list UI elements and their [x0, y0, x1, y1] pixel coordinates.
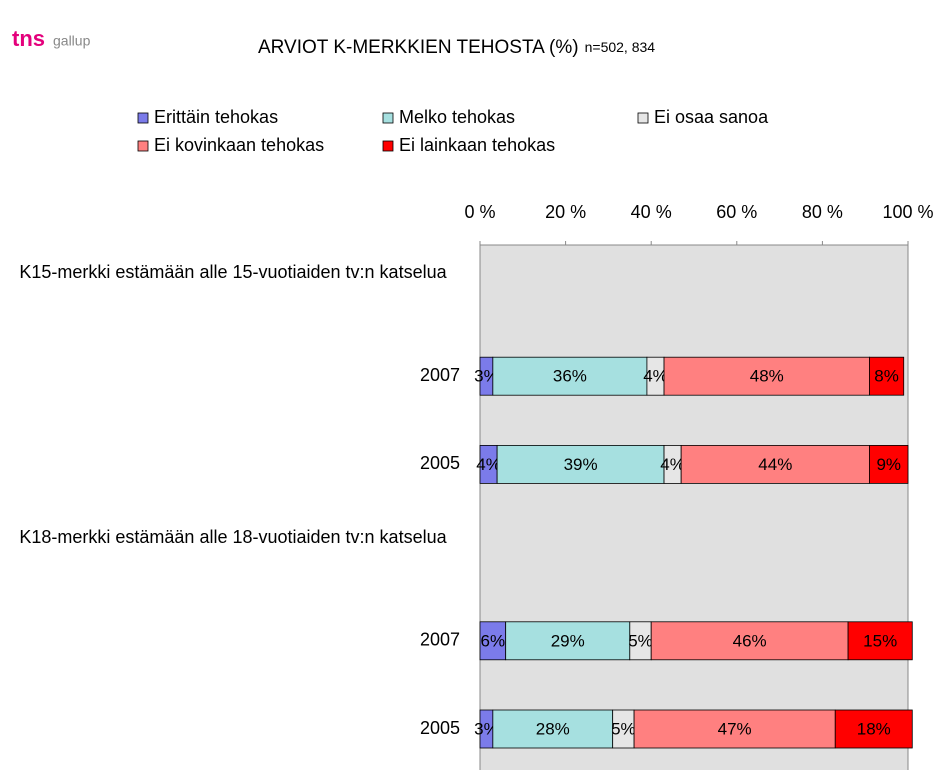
- chart-title: ARVIOT K-MERKKIEN TEHOSTA (%) n=502, 834: [258, 37, 655, 58]
- data-label: 4%: [643, 367, 668, 386]
- group-label: K15-merkki estämään alle 15-vuotiaiden t…: [19, 262, 447, 282]
- data-label: 5%: [611, 719, 636, 738]
- data-label: 9%: [876, 455, 901, 474]
- legend-swatch: [137, 140, 149, 152]
- y-tick-label: 2005: [420, 453, 460, 473]
- data-label: 15%: [863, 631, 897, 650]
- data-label: 5%: [628, 631, 653, 650]
- subtitle: n=502, 834: [585, 39, 656, 55]
- bar-segment: [650, 621, 849, 661]
- bar-segment: [492, 356, 648, 396]
- data-label: 4%: [660, 455, 685, 474]
- y-tick-label: 2007: [420, 630, 460, 650]
- data-label: 29%: [551, 631, 585, 650]
- bar-segment: [492, 709, 614, 749]
- data-label: 4%: [476, 455, 501, 474]
- x-tick-label: 80 %: [802, 202, 843, 222]
- y-tick-label: 2007: [420, 365, 460, 385]
- data-label: 36%: [553, 367, 587, 386]
- legend-label: Melko tehokas: [399, 107, 515, 127]
- bar-segment: [505, 621, 631, 661]
- bar-segment: [869, 356, 905, 396]
- data-label: 28%: [536, 719, 570, 738]
- x-tick-label: 20 %: [545, 202, 586, 222]
- legend-swatch: [637, 112, 649, 124]
- x-tick-label: 100 %: [882, 202, 933, 222]
- data-label: 18%: [857, 719, 891, 738]
- legend-label: Ei lainkaan tehokas: [399, 135, 555, 155]
- legend-label: Erittäin tehokas: [154, 107, 278, 127]
- bar-segment: [869, 444, 909, 484]
- title: ARVIOT K-MERKKIEN TEHOSTA (%): [258, 37, 579, 58]
- data-label: 48%: [750, 367, 784, 386]
- group-label: K18-merkki estämään alle 18-vuotiaiden t…: [19, 526, 447, 547]
- data-label: 8%: [874, 367, 899, 386]
- data-label: 39%: [564, 455, 598, 474]
- legend-label: Ei osaa sanoa: [654, 107, 769, 127]
- data-label: 46%: [733, 631, 767, 650]
- bar-segment: [847, 621, 913, 661]
- x-tick-label: 60 %: [716, 202, 757, 222]
- legend-swatch: [382, 112, 394, 124]
- x-tick-label: 0 %: [464, 202, 495, 222]
- logo-brand: tns: [12, 26, 45, 51]
- bar-segment: [479, 621, 507, 661]
- data-label: 6%: [481, 631, 506, 650]
- bar-segment: [633, 709, 836, 749]
- logo-name: gallup: [53, 33, 91, 49]
- legend-label: Ei kovinkaan tehokas: [154, 135, 324, 155]
- plot-area: [479, 244, 909, 770]
- bar-segment: [680, 444, 870, 484]
- y-tick-label: 2005: [420, 718, 460, 738]
- x-tick-label: 40 %: [631, 202, 672, 222]
- data-label: 44%: [758, 455, 792, 474]
- legend-swatch: [382, 140, 394, 152]
- bar-segment: [834, 709, 913, 749]
- data-label: 47%: [718, 719, 752, 738]
- legend-swatch: [137, 112, 149, 124]
- bar-segment: [663, 356, 870, 396]
